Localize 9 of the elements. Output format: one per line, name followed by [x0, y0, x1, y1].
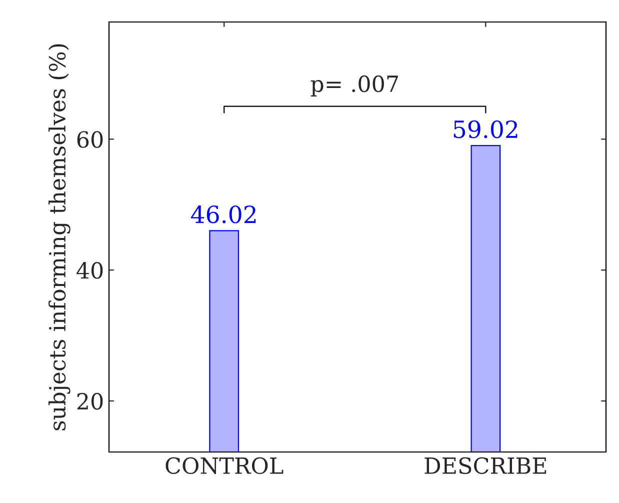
- x-tick-label: CONTROL: [166, 457, 284, 474]
- annotation: p= .007: [310, 75, 398, 96]
- y-axis-title: subjects informing themselves (%): [48, 44, 70, 430]
- data-label: 46.02: [191, 205, 256, 224]
- y-tick-label: 40: [76, 262, 103, 279]
- y-tick-label: 20: [77, 392, 103, 410]
- y-tick-label: 60: [77, 131, 103, 148]
- data-label: 59.02: [454, 120, 518, 138]
- x-tick-label: DESCRIBE: [424, 457, 546, 474]
